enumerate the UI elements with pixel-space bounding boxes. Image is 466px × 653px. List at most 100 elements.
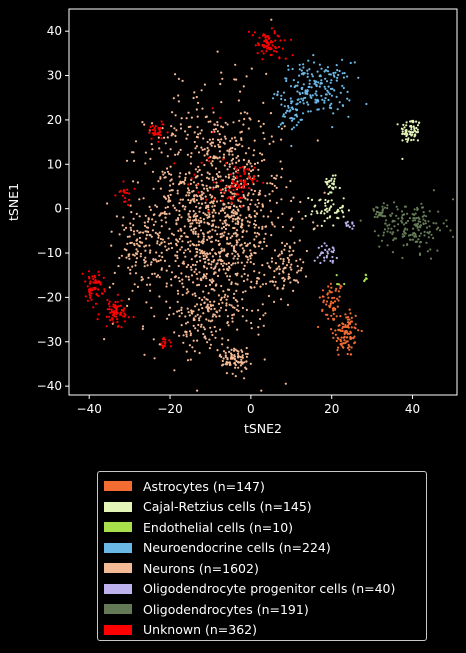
scatter-point: [339, 287, 342, 290]
scatter-point: [207, 258, 210, 262]
scatter-point: [199, 217, 202, 220]
scatter-point: [229, 191, 232, 194]
scatter-point: [185, 265, 188, 269]
scatter-point: [138, 231, 141, 234]
scatter-point: [383, 206, 386, 209]
scatter-point: [146, 264, 149, 267]
scatter-point: [260, 50, 263, 53]
scatter-point: [224, 293, 227, 296]
scatter-point: [207, 210, 210, 213]
scatter-point: [290, 268, 293, 271]
scatter-point: [213, 219, 216, 222]
scatter-point: [170, 134, 173, 137]
scatter-point: [131, 265, 134, 268]
scatter-point: [245, 230, 248, 233]
scatter-point: [197, 240, 200, 243]
scatter-point: [259, 209, 263, 212]
scatter-point: [144, 162, 147, 165]
scatter-point: [167, 196, 170, 199]
scatter-point: [323, 259, 326, 262]
scatter-point: [316, 256, 319, 259]
scatter-point: [219, 160, 222, 163]
scatter-point: [156, 274, 160, 277]
scatter-point: [123, 228, 126, 231]
scatter-point: [217, 226, 220, 229]
scatter-point: [216, 274, 220, 278]
scatter-point: [211, 107, 214, 110]
scatter-point: [292, 226, 295, 229]
scatter-point: [255, 282, 258, 285]
scatter-point: [224, 121, 227, 124]
scatter-point: [341, 211, 344, 214]
scatter-point: [342, 197, 345, 200]
scatter-point: [96, 318, 99, 321]
scatter-point: [207, 157, 210, 160]
scatter-point: [336, 348, 339, 352]
scatter-point: [193, 91, 196, 94]
scatter-point: [211, 255, 214, 258]
scatter-point: [181, 282, 184, 285]
scatter-point: [189, 225, 192, 228]
scatter-point: [142, 231, 145, 234]
scatter-point: [319, 261, 322, 265]
scatter-point: [409, 233, 412, 237]
scatter-point: [262, 215, 265, 218]
scatter-point: [227, 232, 230, 235]
scatter-point: [198, 249, 201, 252]
scatter-point: [144, 151, 147, 154]
scatter-point: [190, 152, 193, 155]
scatter-point: [416, 226, 419, 229]
scatter-point: [296, 265, 299, 268]
scatter-point: [189, 199, 192, 202]
scatter-point: [236, 304, 239, 307]
legend-swatch: [104, 501, 132, 512]
scatter-point: [233, 195, 236, 198]
scatter-point: [298, 63, 301, 66]
scatter-point: [290, 253, 293, 256]
scatter-point: [324, 97, 327, 100]
scatter-point: [381, 208, 385, 211]
scatter-point: [412, 131, 415, 134]
scatter-point: [94, 302, 98, 305]
scatter-point: [254, 219, 257, 222]
scatter-point: [410, 120, 413, 123]
scatter-point: [224, 215, 227, 218]
scatter-point: [240, 205, 243, 208]
scatter-point: [425, 226, 429, 229]
scatter-point: [235, 232, 238, 235]
scatter-point: [224, 354, 227, 357]
scatter-point: [320, 94, 323, 97]
scatter-point: [320, 245, 323, 248]
scatter-point: [234, 282, 237, 285]
scatter-point: [251, 309, 254, 312]
scatter-point: [217, 138, 220, 142]
scatter-point: [197, 191, 200, 194]
scatter-point: [166, 155, 169, 158]
scatter-point: [251, 181, 254, 184]
scatter-point: [235, 229, 239, 232]
scatter-point: [218, 252, 221, 255]
scatter-point: [223, 164, 226, 167]
scatter-point: [247, 192, 250, 195]
scatter-point: [158, 254, 161, 258]
scatter-point: [336, 305, 339, 308]
scatter-point: [145, 234, 148, 237]
scatter-point: [201, 107, 204, 110]
scatter-point: [223, 135, 226, 138]
scatter-point: [230, 195, 234, 198]
scatter-point: [226, 295, 229, 298]
scatter-point: [88, 293, 91, 296]
scatter-point: [419, 232, 423, 235]
scatter-point: [126, 242, 129, 245]
scatter-point: [426, 250, 429, 253]
scatter-point: [253, 177, 256, 180]
scatter-point: [241, 361, 244, 364]
scatter-point: [221, 249, 224, 252]
scatter-point: [383, 215, 386, 218]
scatter-point: [181, 278, 184, 281]
scatter-point: [318, 296, 321, 299]
scatter-point: [179, 227, 182, 231]
scatter-point: [240, 137, 243, 140]
scatter-point: [231, 235, 234, 238]
scatter-point: [190, 274, 194, 277]
